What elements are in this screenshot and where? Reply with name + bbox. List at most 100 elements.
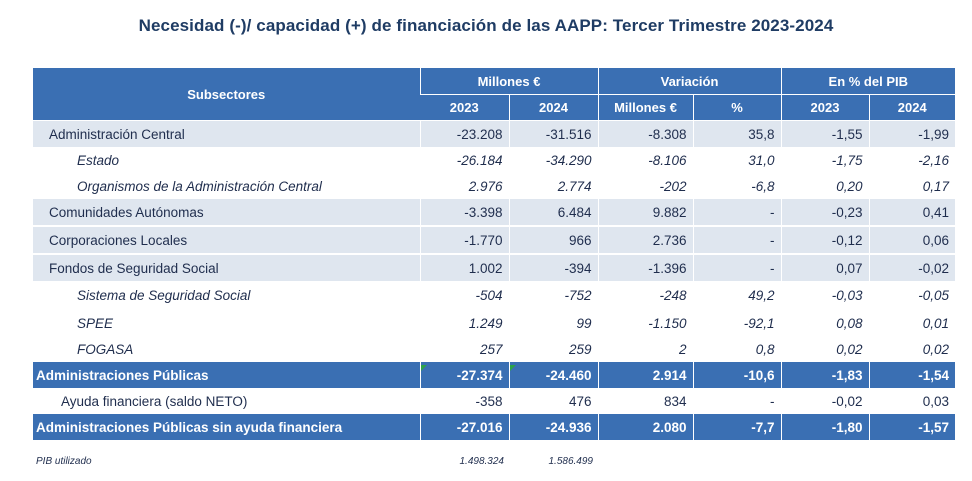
cell-p2023: -1,55 <box>780 120 870 147</box>
cell-p2024: 0,03 <box>868 388 956 414</box>
row-label: Ayuda financiera (saldo NETO) <box>61 393 248 409</box>
cell-m2023: -504 <box>419 281 509 310</box>
cell-p2024: 0,02 <box>868 336 956 362</box>
cell-m2024: -752 <box>508 281 599 310</box>
header-millones: Millones € <box>419 68 599 95</box>
cell-m2024: 6.484 <box>508 199 599 226</box>
row-label: Administración Central <box>33 120 420 147</box>
cell-p2023: -0,02 <box>780 388 870 414</box>
cell-m2024: 259 <box>508 336 599 362</box>
header-pib-2024: 2024 <box>868 94 956 121</box>
cell-vmill: -1.150 <box>597 310 694 336</box>
table-row: Corporaciones Locales -1.770 966 2.736 -… <box>33 225 956 254</box>
financing-table: Subsectores Millones € Variación En % de… <box>33 68 956 440</box>
table-row: Sistema de Seguridad Social -504 -752 -2… <box>33 281 956 310</box>
cell-p2023: 0,20 <box>780 173 870 199</box>
total-row: Administraciones Públicas -27.374 -24.46… <box>33 362 956 388</box>
header-2024: 2024 <box>508 94 599 121</box>
cell-m2024: -24.936 <box>508 414 599 440</box>
header-row-1: Subsectores Millones € Variación En % de… <box>33 68 956 121</box>
cell-m2023: 257 <box>419 336 509 362</box>
row-label: Estado <box>77 152 120 168</box>
total-row: Administraciones Públicas sin ayuda fina… <box>33 414 956 440</box>
cell-m2024: 99 <box>508 310 599 336</box>
cell-p2023: 0,02 <box>780 336 870 362</box>
cell-p2024: 0,41 <box>868 199 956 226</box>
table-row: Organismos de la Administración Central … <box>33 173 956 199</box>
cell-vpct: 49,2 <box>692 281 782 310</box>
row-label: Corporaciones Locales <box>33 225 420 254</box>
cell-m2024: -24.460 <box>508 362 599 388</box>
header-row-2: 2023 2024 Millones € % 2023 2024 <box>33 94 956 121</box>
cell-vmill: 2.080 <box>597 414 694 440</box>
row-label: SPEE <box>77 315 114 331</box>
cell-vpct: -7,7 <box>692 414 782 440</box>
cell-vmill: -8.308 <box>597 120 694 147</box>
table-row: Fondos de Seguridad Social 1.002 -394 -1… <box>33 253 956 281</box>
cell-p2024: 0,01 <box>868 310 956 336</box>
row-label: Fondos de Seguridad Social <box>33 253 420 281</box>
footer-label: PIB utilizado <box>36 456 92 467</box>
cell-m2024: 476 <box>508 388 599 414</box>
cell-marker-icon <box>421 365 427 371</box>
cell-p2024: 0,17 <box>868 173 956 199</box>
cell-vmill: -202 <box>597 173 694 199</box>
header-variacion: Variación <box>597 68 782 95</box>
row-label: Comunidades Autónomas <box>33 199 420 226</box>
cell-m2023: -23.208 <box>419 120 509 147</box>
header-pib-2023: 2023 <box>780 94 870 121</box>
cell-p2023: -1,75 <box>780 147 870 173</box>
cell-vmill: 2.914 <box>597 362 694 388</box>
header-pib: En % del PIB <box>780 68 956 95</box>
cell-p2024: -1,99 <box>868 120 956 147</box>
row-label: FOGASA <box>77 341 134 357</box>
cell-m2024: -394 <box>508 253 599 281</box>
cell-m2024: 2.774 <box>508 173 599 199</box>
cell-p2024: 0,06 <box>868 225 956 254</box>
cell-p2023: -0,03 <box>780 281 870 310</box>
cell-vpct: 35,8 <box>692 120 782 147</box>
table-row: SPEE 1.249 99 -1.150 -92,1 0,08 0,01 <box>33 310 956 336</box>
cell-m2024: -34.290 <box>508 147 599 173</box>
table-row: FOGASA 257 259 2 0,8 0,02 0,02 <box>33 336 956 362</box>
row-label: Sistema de Seguridad Social <box>77 288 251 303</box>
footer-pib-2024: 1.586.499 <box>548 456 594 467</box>
table-row: Administración Central -23.208 -31.516 -… <box>33 120 956 147</box>
cell-m2023: -3.398 <box>419 199 509 226</box>
page-title: Necesidad (-)/ capacidad (+) de financia… <box>138 16 834 35</box>
cell-p2023: -0,23 <box>780 199 870 226</box>
table-row: Estado -26.184 -34.290 -8.106 31,0 -1,75… <box>33 147 956 173</box>
cell-vpct: - <box>692 388 782 414</box>
cell-vpct: -6,8 <box>692 173 782 199</box>
cell-p2023: -1,83 <box>780 362 870 388</box>
cell-vmill: -1.396 <box>597 253 694 281</box>
cell-vpct: - <box>692 225 782 254</box>
cell-p2024: -1,54 <box>868 362 956 388</box>
cell-vpct: 31,0 <box>692 147 782 173</box>
row-label: Organismos de la Administración Central <box>77 178 322 194</box>
cell-p2024: -0,05 <box>868 281 956 310</box>
cell-p2024: -2,16 <box>868 147 956 173</box>
cell-m2024: 966 <box>508 225 599 254</box>
cell-marker-icon <box>510 365 516 371</box>
cell-m2023: -26.184 <box>419 147 509 173</box>
cell-vpct: - <box>692 199 782 226</box>
cell-m2023: 2.976 <box>419 173 509 199</box>
row-label: Administraciones Públicas sin ayuda fina… <box>33 414 420 440</box>
cell-vmill: 834 <box>597 388 694 414</box>
header-var-millones: Millones € <box>597 94 694 121</box>
cell-p2023: -1,80 <box>780 414 870 440</box>
cell-vmill: -8.106 <box>597 147 694 173</box>
cell-p2023: 0,07 <box>780 253 870 281</box>
table-row: Comunidades Autónomas -3.398 6.484 9.882… <box>33 199 956 226</box>
cell-vpct: -92,1 <box>692 310 782 336</box>
header-2023: 2023 <box>420 94 509 121</box>
table-row: Ayuda financiera (saldo NETO) -358 476 8… <box>33 388 956 414</box>
cell-p2024: -0,02 <box>868 253 956 281</box>
cell-vmill: 2.736 <box>597 225 694 254</box>
header-var-pct: % <box>692 94 782 121</box>
cell-vpct: 0,8 <box>692 336 782 362</box>
cell-vpct: - <box>692 253 782 281</box>
footer-pib-2023: 1.498.324 <box>459 456 505 467</box>
header-subsectores: Subsectores <box>33 68 420 121</box>
